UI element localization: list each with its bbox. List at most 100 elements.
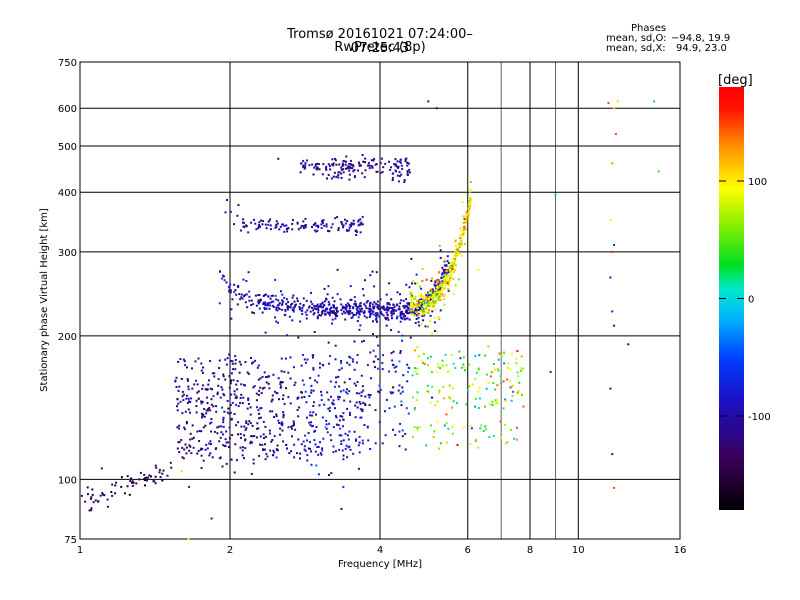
data-point	[390, 166, 393, 169]
data-point	[316, 381, 319, 384]
data-point	[342, 226, 344, 229]
data-point	[434, 308, 437, 311]
data-point	[328, 312, 331, 315]
data-point	[350, 298, 353, 301]
data-point	[315, 224, 318, 227]
data-point	[358, 313, 361, 316]
data-point	[188, 444, 191, 447]
data-point	[467, 389, 470, 392]
data-point	[261, 443, 264, 446]
data-point	[408, 304, 411, 307]
data-point	[291, 319, 294, 322]
data-point	[275, 223, 278, 226]
data-point	[206, 447, 209, 450]
data-point	[467, 214, 470, 216]
data-point	[274, 278, 277, 281]
data-point	[269, 449, 272, 452]
data-point	[224, 444, 226, 447]
data-point	[334, 313, 337, 316]
data-point	[653, 100, 656, 103]
data-point	[378, 421, 381, 424]
data-point	[353, 169, 356, 171]
data-point	[316, 446, 319, 448]
data-point	[401, 435, 404, 438]
data-point	[522, 405, 525, 408]
data-point	[231, 362, 234, 365]
data-point	[258, 389, 261, 392]
data-point	[324, 426, 327, 429]
data-point	[345, 444, 348, 447]
data-point	[415, 309, 418, 312]
data-point	[154, 464, 157, 467]
data-point	[338, 163, 341, 166]
data-point	[343, 381, 346, 384]
data-point	[211, 456, 214, 459]
data-point	[367, 164, 369, 167]
data-point	[374, 366, 376, 369]
data-point	[227, 446, 230, 448]
data-point	[316, 315, 319, 318]
data-point	[262, 420, 265, 423]
data-point	[218, 440, 221, 443]
data-point	[193, 383, 196, 386]
data-point	[346, 407, 349, 410]
data-point	[269, 228, 272, 231]
data-point	[291, 424, 294, 427]
data-point	[348, 169, 351, 172]
x-tick-label: 10	[572, 545, 585, 556]
data-point	[418, 303, 421, 306]
data-point	[357, 312, 360, 314]
data-point	[454, 284, 457, 287]
data-point	[461, 201, 464, 203]
data-point	[382, 307, 385, 310]
data-point	[416, 345, 419, 348]
data-point	[224, 438, 227, 441]
data-point	[431, 385, 434, 388]
data-point	[249, 442, 252, 445]
data-point	[417, 314, 420, 317]
data-point	[394, 170, 397, 173]
data-point	[335, 312, 338, 315]
data-point	[334, 358, 337, 361]
data-point	[413, 314, 416, 317]
data-point	[196, 452, 199, 455]
data-point	[391, 172, 394, 175]
data-point	[348, 165, 351, 168]
data-point	[392, 304, 395, 307]
data-point	[395, 304, 398, 307]
data-point	[439, 249, 442, 252]
data-point	[285, 298, 288, 301]
data-point	[337, 398, 340, 401]
data-point	[627, 343, 630, 346]
data-point	[321, 220, 323, 223]
data-point	[235, 459, 238, 462]
data-point	[388, 303, 391, 306]
data-point	[281, 398, 284, 400]
data-point	[331, 403, 334, 406]
data-point	[236, 380, 239, 382]
data-point	[348, 226, 351, 229]
data-point	[234, 358, 237, 361]
data-point	[261, 223, 264, 226]
data-point	[363, 310, 366, 313]
data-point	[354, 303, 357, 306]
data-point	[442, 397, 445, 400]
data-point	[294, 381, 297, 384]
data-point	[436, 366, 439, 369]
data-point	[477, 268, 480, 271]
data-point	[287, 426, 290, 429]
data-point	[293, 422, 295, 425]
data-point	[362, 160, 365, 163]
data-point	[370, 165, 373, 167]
data-point	[401, 390, 404, 393]
data-points	[80, 100, 660, 540]
data-point	[247, 402, 250, 405]
data-point	[446, 255, 449, 258]
data-point	[399, 311, 402, 314]
data-point	[449, 270, 452, 273]
data-point	[361, 288, 364, 291]
data-point	[266, 304, 269, 307]
data-point	[499, 420, 502, 423]
data-point	[368, 311, 371, 314]
data-point	[398, 430, 401, 433]
